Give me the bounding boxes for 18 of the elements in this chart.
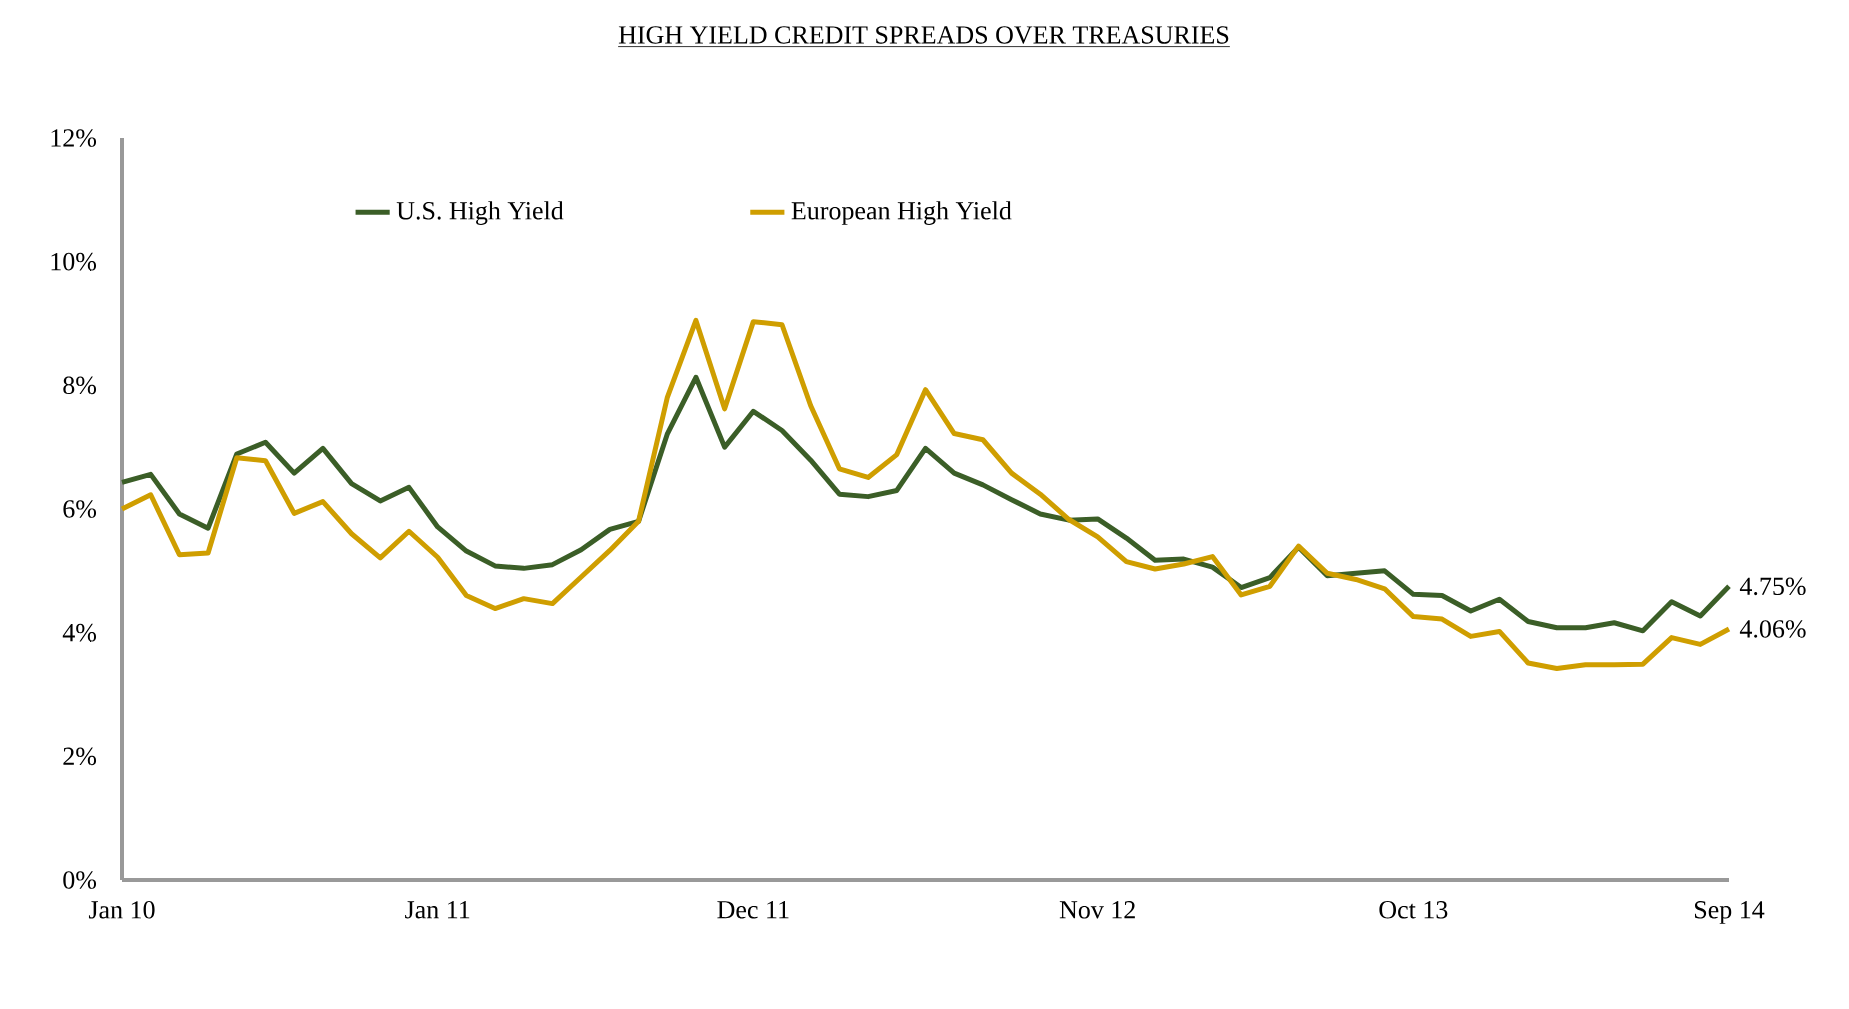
y-tick-label: 0% [63, 871, 97, 889]
x-tick-label: Oct 13 [1379, 901, 1448, 919]
data-label: 4.75% [1739, 577, 1806, 596]
y-tick-label: 6% [63, 500, 97, 518]
y-tick-label: 10% [51, 252, 97, 271]
y-tick-label: 2% [63, 747, 97, 766]
legend-label: U.S. High Yield [396, 201, 564, 225]
x-tick-label: Dec 11 [717, 901, 789, 919]
y-tick-label: 4% [62, 623, 97, 642]
data-label: 4.06% [1739, 620, 1806, 638]
x-tick-label: Jan 11 [405, 901, 470, 919]
y-tick-label: 8% [63, 376, 97, 395]
y-tick-label: 12% [51, 129, 97, 147]
chart-title: HIGH YIELD CREDIT SPREADS OVER TREASURIES [618, 26, 1229, 44]
legend-label: European High Yield [791, 201, 1012, 225]
x-tick-label: Nov 12 [1059, 901, 1135, 919]
x-tick-label: Jan 10 [88, 901, 155, 919]
x-tick-label: Sep 14 [1694, 901, 1765, 924]
